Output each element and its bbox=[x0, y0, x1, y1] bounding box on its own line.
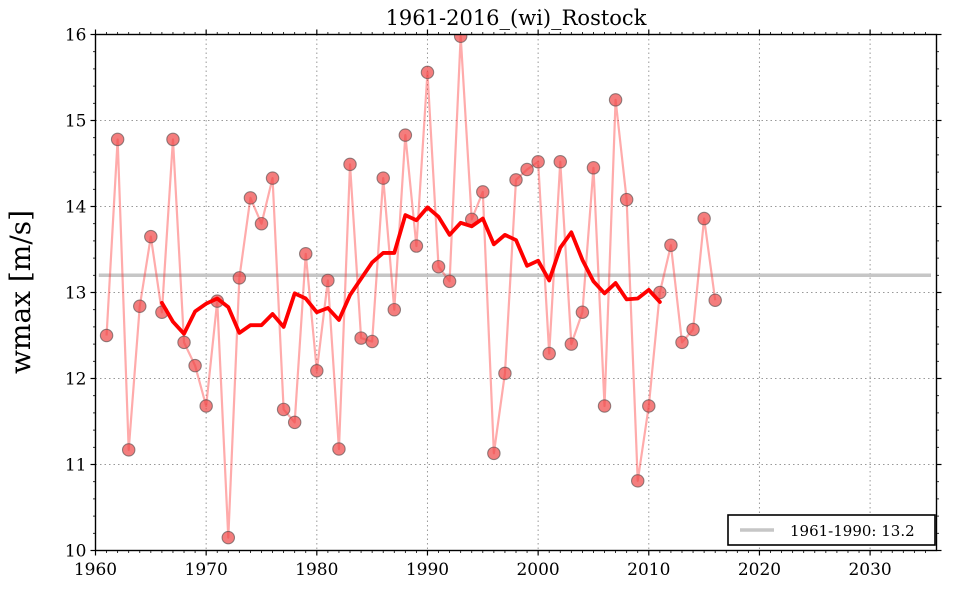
data-point-1977 bbox=[276, 402, 291, 417]
data-point-1978 bbox=[287, 415, 302, 430]
data-point-1980 bbox=[310, 364, 324, 378]
data-point-2013 bbox=[675, 335, 689, 350]
data-point-1982 bbox=[332, 442, 346, 456]
data-point-2000 bbox=[531, 155, 545, 169]
data-point-2009 bbox=[630, 474, 645, 488]
x-tick-label: 2020 bbox=[738, 560, 781, 580]
data-point-1984 bbox=[354, 331, 368, 345]
data-point-1992 bbox=[442, 274, 457, 289]
y-axis-label: wmax [m/s] bbox=[4, 210, 37, 374]
y-tick-label: 15 bbox=[65, 112, 87, 132]
data-point-1993 bbox=[453, 34, 468, 43]
data-point-1969 bbox=[188, 358, 202, 373]
chart-title: 1961-2016_(wi)_Rostock bbox=[386, 6, 647, 30]
axis-layer: 1960 1970 1980 1990 2000 2010 2020 2030 10 11 12 13… bbox=[65, 26, 942, 580]
data-point-1988 bbox=[398, 128, 413, 142]
data-point-2002 bbox=[553, 155, 568, 169]
data-point-1963 bbox=[121, 443, 136, 457]
data-point-1974 bbox=[243, 191, 258, 205]
data-point-2001 bbox=[542, 346, 556, 361]
y-tick-label: 14 bbox=[65, 198, 87, 218]
data-point-1979 bbox=[298, 247, 313, 261]
data-point-2003 bbox=[564, 337, 579, 351]
data-point-2010 bbox=[642, 399, 656, 413]
data-point-1998 bbox=[509, 173, 523, 187]
data-point-1991 bbox=[431, 259, 446, 274]
data-point-2015 bbox=[697, 211, 711, 226]
data-point-1995 bbox=[476, 185, 490, 199]
running-mean-line bbox=[159, 205, 662, 336]
data-point-2006 bbox=[597, 399, 612, 413]
data-point-1986 bbox=[376, 171, 390, 185]
data-point-2004 bbox=[575, 305, 590, 320]
data-point-2005 bbox=[586, 161, 601, 175]
data-point-1989 bbox=[409, 239, 424, 253]
data-point-1962 bbox=[110, 132, 125, 147]
data-point-1970 bbox=[199, 399, 213, 413]
data-point-1981 bbox=[321, 273, 335, 288]
data-point-2008 bbox=[619, 192, 634, 207]
data-point-1961 bbox=[99, 328, 114, 343]
x-tick-label: 2030 bbox=[848, 560, 891, 580]
data-point-1967 bbox=[166, 132, 180, 147]
data-point-1987 bbox=[387, 302, 402, 317]
x-tick-label: 2000 bbox=[516, 560, 559, 580]
y-tick-label: 11 bbox=[65, 456, 87, 476]
y-tick-label: 12 bbox=[65, 370, 87, 390]
data-point-1975 bbox=[254, 216, 269, 231]
y-tick-label: 16 bbox=[65, 26, 87, 46]
data-point-2007 bbox=[608, 93, 623, 107]
annual-series-line bbox=[105, 35, 717, 539]
data-point-1999 bbox=[520, 162, 534, 177]
data-point-1985 bbox=[365, 334, 379, 349]
data-point-1996 bbox=[487, 446, 501, 461]
data-point-1964 bbox=[133, 299, 147, 314]
x-tick-label: 1990 bbox=[406, 560, 449, 580]
legend-label: 1961-1990: 13.2 bbox=[790, 522, 915, 540]
data-point-1968 bbox=[177, 335, 191, 350]
data-point-2012 bbox=[664, 238, 678, 252]
data-point-1983 bbox=[343, 157, 357, 172]
x-tick-label: 1980 bbox=[295, 560, 338, 580]
y-tick-label: 10 bbox=[65, 542, 87, 562]
x-tick-label: 2010 bbox=[627, 560, 670, 580]
legend: 1961-1990: 13.2 bbox=[727, 514, 936, 546]
data-point-1990 bbox=[420, 65, 435, 80]
data-point-2016 bbox=[708, 293, 722, 307]
x-tick-label: 1960 bbox=[74, 560, 117, 580]
data-point-1976 bbox=[265, 171, 280, 185]
grid-layer bbox=[95, 34, 937, 551]
data-point-1972 bbox=[221, 530, 236, 545]
x-tick-label: 1970 bbox=[185, 560, 228, 580]
data-layer bbox=[98, 34, 931, 545]
data-point-1965 bbox=[144, 229, 158, 244]
plot-border bbox=[94, 33, 938, 552]
y-tick-label: 13 bbox=[65, 284, 87, 304]
data-point-1973 bbox=[232, 271, 247, 285]
data-point-2014 bbox=[686, 322, 700, 337]
data-point-1997 bbox=[498, 366, 512, 381]
